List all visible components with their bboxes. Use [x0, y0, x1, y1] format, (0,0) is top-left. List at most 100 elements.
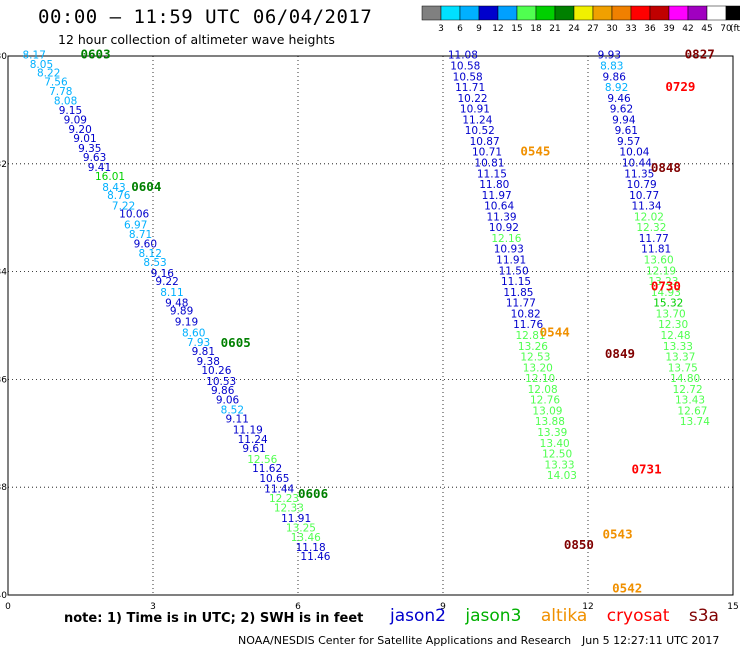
colorbar-swatch [478, 5, 499, 21]
colorbar-tick-label: 42 [682, 24, 693, 34]
wave-height-point: 6.97 [124, 219, 147, 231]
pass-time-label: 0730 [651, 278, 681, 293]
wave-height-point: 12.50 [542, 449, 572, 461]
colorbar-swatch [440, 5, 461, 21]
wave-height-point: 10.26 [201, 365, 231, 377]
satellite-legend: jason2 jason3 altika cryosat s3a [390, 606, 733, 626]
pass-time-label: 0827 [685, 47, 715, 62]
wave-height-point: 9.16 [151, 268, 175, 280]
wave-height-point: 10.87 [470, 136, 500, 148]
plot-frame [7, 55, 734, 596]
y-tick-label: -36 [0, 375, 7, 385]
wave-height-point: 12.02 [634, 211, 664, 223]
colorbar-unit: (ft) [730, 24, 740, 34]
plot-axes: 0 3 6 9 12 15 -30 -32 -34 -36 -38 -40 [0, 52, 739, 612]
wave-height-point: 10.22 [458, 93, 488, 105]
wave-height-point: 9.20 [68, 124, 91, 136]
y-tick-label: -38 [0, 483, 7, 493]
colorbar-tick-label: 39 [663, 24, 675, 34]
wave-height-point: 8.52 [221, 404, 244, 416]
x-tick-label: 6 [295, 602, 301, 612]
wave-height-point: 10.64 [484, 201, 514, 213]
wave-height-point: 9.15 [59, 105, 82, 117]
wave-height-point: 10.92 [489, 222, 519, 234]
wave-height-point: 10.82 [511, 308, 541, 320]
colorbar-tick-label: 70 [720, 24, 732, 34]
wave-height-point: 9.61 [615, 125, 638, 137]
wave-height-point: 11.34 [632, 201, 662, 213]
colorbar-tick-label: 3 [438, 24, 444, 34]
footer-credit: NOAA/NESDIS Center for Satellite Applica… [238, 634, 572, 647]
wave-height-point: 13.40 [540, 438, 570, 450]
wave-height-point: 13.20 [523, 362, 553, 374]
pass-time-label: 0850 [564, 537, 594, 552]
wave-height-point: 11.39 [487, 211, 517, 223]
colorbar-swatch [535, 5, 556, 21]
colorbar-swatch [611, 5, 632, 21]
wave-height-point: 10.58 [450, 60, 480, 72]
wave-height-point: 11.50 [499, 265, 529, 277]
wave-height-point: 11.77 [639, 233, 669, 245]
colorbar-swatch [592, 5, 613, 21]
legend-s3a: s3a [688, 606, 719, 626]
colorbar-swatch [516, 5, 537, 21]
wave-height-point: 7.22 [112, 201, 135, 213]
wave-height-point: 11.08 [448, 50, 478, 62]
wave-height-point: 13.23 [648, 276, 678, 288]
wave-height-point: 7.56 [44, 77, 68, 89]
wave-height-point: 11.80 [479, 179, 509, 191]
wave-height-point: 10.91 [460, 104, 490, 116]
pass-time-label: 0542 [612, 580, 642, 595]
wave-height-point: 10.06 [119, 209, 149, 221]
legend-jason3: jason3 [465, 606, 522, 626]
data-points: 8.178.058.227.567.788.089.159.099.209.01… [23, 50, 711, 563]
footer-timestamp: Jun 5 12:27:11 UTC 2017 [582, 634, 720, 647]
colorbar-tick-label: 9 [476, 24, 482, 34]
wave-height-point: 11.44 [264, 484, 294, 496]
wave-height-point: 16.01 [95, 171, 125, 183]
colorbar-swatch [497, 5, 518, 21]
colorbar-swatch [573, 5, 594, 21]
colorbar-tick-label: 36 [644, 24, 656, 34]
wave-height-point: 12.56 [247, 454, 277, 466]
pass-time-label: 0849 [605, 346, 635, 361]
colorbar-tick-label: 18 [530, 24, 542, 34]
wave-height-point: 9.81 [192, 346, 215, 358]
wave-height-point: 10.79 [627, 179, 657, 191]
wave-height-point: 13.09 [532, 405, 562, 417]
wave-height-point: 11.24 [238, 434, 268, 446]
pass-time-label: 0543 [603, 526, 633, 541]
wave-height-point: 11.76 [513, 319, 543, 331]
wave-height-point: 9.61 [242, 443, 265, 455]
wave-height-point: 13.46 [291, 532, 321, 544]
wave-height-point: 7.93 [187, 337, 210, 349]
wave-height-point: 8.60 [182, 327, 205, 339]
wave-height-point: 11.24 [462, 114, 492, 126]
wave-height-point: 9.94 [612, 114, 636, 126]
wave-height-point: 9.22 [155, 276, 178, 288]
colorbar-swatch [725, 5, 740, 21]
chart-title: 00:00 – 11:59 UTC 06/04/2017 [38, 6, 373, 28]
colorbar-swatch [554, 5, 575, 21]
wave-height-point: 9.57 [617, 136, 640, 148]
pass-time-label: 0729 [665, 79, 695, 94]
wave-height-point: 11.77 [506, 298, 536, 310]
wave-height-point: 9.06 [216, 395, 240, 407]
colorbar-swatch [706, 5, 727, 21]
colorbar-swatch [421, 5, 442, 21]
wave-height-point: 11.81 [641, 244, 671, 256]
wave-height-point: 11.46 [300, 551, 330, 563]
wave-height-point: 8.22 [37, 67, 60, 79]
wave-height-point: 14.80 [670, 373, 700, 385]
wave-height-point: 9.63 [83, 152, 106, 164]
wave-height-point: 9.19 [175, 317, 198, 329]
colorbar-swatch [459, 5, 480, 21]
wave-height-point: 8.43 [102, 182, 125, 194]
wave-height-point: 13.75 [668, 362, 698, 374]
colorbar-tick-label: 21 [549, 24, 560, 34]
wave-height-point: 9.35 [78, 143, 101, 155]
pass-time-label: 0848 [651, 160, 681, 175]
wave-height-point: 9.93 [598, 50, 621, 62]
